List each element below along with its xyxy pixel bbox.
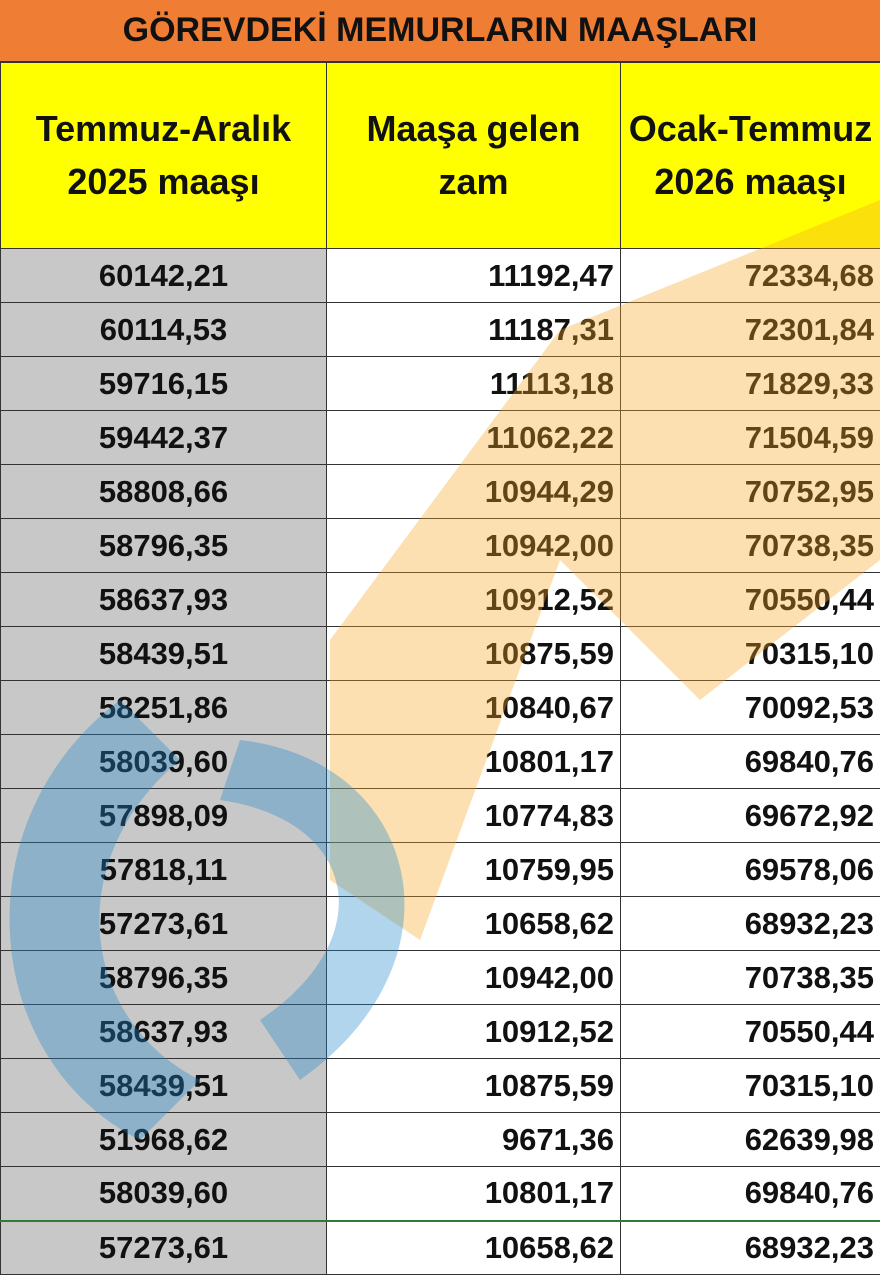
table-cell: 58251,86	[0, 680, 327, 735]
table-cell: 58439,51	[0, 1058, 327, 1113]
table-cell: 72334,68	[620, 248, 880, 303]
table-row: 59442,37 11062,22 71504,59	[0, 410, 880, 465]
table-row: 58796,35 10942,00 70738,35	[0, 518, 880, 573]
table-cell: 69840,76	[620, 1166, 880, 1221]
table-row: 58637,93 10912,52 70550,44	[0, 572, 880, 627]
header-cell: Temmuz-Aralık 2025 maaşı	[0, 62, 327, 249]
table-row: 58251,86 10840,67 70092,53	[0, 680, 880, 735]
table-cell: 60114,53	[0, 302, 327, 357]
table-cell: 68932,23	[620, 896, 880, 951]
table-cell: 11062,22	[326, 410, 621, 465]
table-cell: 70092,53	[620, 680, 880, 735]
table-cell: 58637,93	[0, 1004, 327, 1059]
table-cell: 58796,35	[0, 950, 327, 1005]
table-cell: 58039,60	[0, 1166, 327, 1221]
table-row: 58637,93 10912,52 70550,44	[0, 1004, 880, 1059]
table-cell: 71504,59	[620, 410, 880, 465]
table-cell: 60142,21	[0, 248, 327, 303]
table-cell: 70550,44	[620, 572, 880, 627]
table-cell: 10912,52	[326, 572, 621, 627]
table-row: 59716,15 11113,18 71829,33	[0, 356, 880, 411]
table-cell: 70752,95	[620, 464, 880, 519]
table-cell: 58796,35	[0, 518, 327, 573]
table-row: 57818,11 10759,95 69578,06	[0, 842, 880, 897]
table-cell: 10912,52	[326, 1004, 621, 1059]
salary-table: Temmuz-Aralık 2025 maaşı Maaşa gelen zam…	[0, 62, 880, 1275]
table-cell: 11113,18	[326, 356, 621, 411]
table-cell: 10774,83	[326, 788, 621, 843]
table-cell: 69578,06	[620, 842, 880, 897]
table-cell: 59716,15	[0, 356, 327, 411]
table-row: 58808,66 10944,29 70752,95	[0, 464, 880, 519]
table-body: 60142,21 11192,47 72334,68 60114,53 11187,31…	[0, 248, 880, 1275]
table-cell: 10840,67	[326, 680, 621, 735]
table-cell: 10875,59	[326, 1058, 621, 1113]
table-cell: 10944,29	[326, 464, 621, 519]
header-cell: Ocak-Temmuz 2026 maaşı	[620, 62, 880, 249]
table-cell: 11192,47	[326, 248, 621, 303]
table-cell: 10942,00	[326, 518, 621, 573]
table-row: 57273,61 10658,62 68932,23	[0, 896, 880, 951]
table-row: 58796,35 10942,00 70738,35	[0, 950, 880, 1005]
table-cell: 11187,31	[326, 302, 621, 357]
table-row: 60142,21 11192,47 72334,68	[0, 248, 880, 303]
table-cell: 72301,84	[620, 302, 880, 357]
table-row: 58039,60 10801,17 69840,76	[0, 734, 880, 789]
table-cell: 9671,36	[326, 1112, 621, 1167]
table-row: 60114,53 11187,31 72301,84	[0, 302, 880, 357]
table-cell: 69672,92	[620, 788, 880, 843]
table-cell: 51968,62	[0, 1112, 327, 1167]
table-cell: 57898,09	[0, 788, 327, 843]
table-cell: 10759,95	[326, 842, 621, 897]
table-cell: 68932,23	[620, 1219, 880, 1275]
table-cell: 58808,66	[0, 464, 327, 519]
table-cell: 10942,00	[326, 950, 621, 1005]
table-cell: 10801,17	[326, 1166, 621, 1221]
table-row: 51968,62 9671,36 62639,98	[0, 1112, 880, 1167]
table-cell: 70315,10	[620, 626, 880, 681]
table-cell: 10875,59	[326, 626, 621, 681]
header-cell: Maaşa gelen zam	[326, 62, 621, 249]
table-cell: 70550,44	[620, 1004, 880, 1059]
title: GÖREVDEKİ MEMURLARIN MAAŞLARI	[0, 0, 880, 62]
table-cell: 70738,35	[620, 950, 880, 1005]
table-cell: 58637,93	[0, 572, 327, 627]
table-cell: 59442,37	[0, 410, 327, 465]
table-cell: 71829,33	[620, 356, 880, 411]
table-cell: 57273,61	[0, 896, 327, 951]
table-cell: 70738,35	[620, 518, 880, 573]
table-cell: 58439,51	[0, 626, 327, 681]
table-row: 57898,09 10774,83 69672,92	[0, 788, 880, 843]
table-cell: 70315,10	[620, 1058, 880, 1113]
table-cell: 58039,60	[0, 734, 327, 789]
table-cell: 62639,98	[620, 1112, 880, 1167]
table-cell: 69840,76	[620, 734, 880, 789]
table-cell: 10658,62	[326, 1219, 621, 1275]
table-row: 58439,51 10875,59 70315,10	[0, 1058, 880, 1113]
table-cell: 10658,62	[326, 896, 621, 951]
table-cell: 57273,61	[0, 1219, 327, 1275]
table-cell: 10801,17	[326, 734, 621, 789]
table-row: 58039,60 10801,17 69840,76	[0, 1166, 880, 1221]
table-cell: 57818,11	[0, 842, 327, 897]
table-row: 58439,51 10875,59 70315,10	[0, 626, 880, 681]
header-row: Temmuz-Aralık 2025 maaşı Maaşa gelen zam…	[0, 62, 880, 249]
table-row: 57273,61 10658,62 68932,23	[0, 1219, 880, 1275]
